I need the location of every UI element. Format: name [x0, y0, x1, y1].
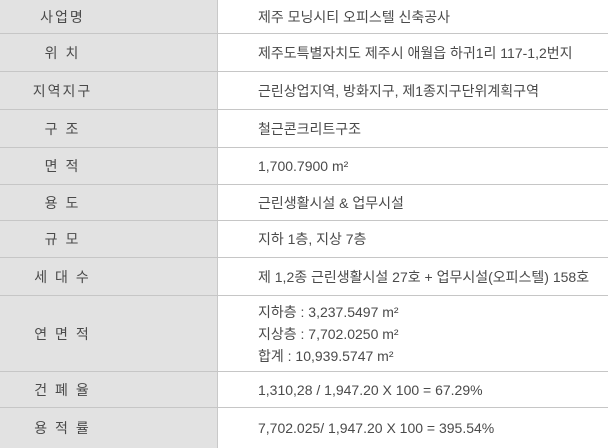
table-row-structure: 구 조 철근콘크리트구조 — [0, 110, 608, 148]
row-value: 제 1,2종 근린생활시설 27호 + 업무시설(오피스텔) 158호 — [218, 258, 608, 295]
gross-area-basement: 지하층 : 3,237.5497 m² — [258, 303, 399, 320]
row-label: 건 폐 율 — [0, 372, 218, 407]
row-label: 구 조 — [0, 110, 218, 147]
row-value: 1,310,28 / 1,947.20 X 100 = 67.29% — [218, 372, 608, 407]
row-value: 근린상업지역, 방화지구, 제1종지구단위계획구역 — [218, 72, 608, 109]
gross-area-total: 합계 : 10,939.5747 m² — [258, 347, 394, 364]
row-label: 지역지구 — [0, 72, 218, 109]
table-row-units: 세 대 수 제 1,2종 근린생활시설 27호 + 업무시설(오피스텔) 158… — [0, 258, 608, 296]
row-label: 연 면 적 — [0, 296, 218, 371]
row-label: 면 적 — [0, 148, 218, 184]
row-value: 제주 모닝시티 오피스텔 신축공사 — [218, 0, 608, 33]
row-value: 7,702.025/ 1,947.20 X 100 = 395.54% — [218, 408, 608, 448]
table-row-use: 용 도 근린생활시설 & 업무시설 — [0, 185, 608, 221]
row-value: 지하 1층, 지상 7층 — [218, 221, 608, 257]
row-label: 용 적 률 — [0, 408, 218, 448]
row-value: 지하층 : 3,237.5497 m² 지상층 : 7,702.0250 m² … — [218, 296, 608, 371]
table-row-building-coverage: 건 폐 율 1,310,28 / 1,947.20 X 100 = 67.29% — [0, 372, 608, 408]
row-value: 철근콘크리트구조 — [218, 110, 608, 147]
table-row-site-area: 면 적 1,700.7900 m² — [0, 148, 608, 185]
row-value: 제주도특별자치도 제주시 애월읍 하귀1리 117-1,2번지 — [218, 34, 608, 71]
row-value: 근린생활시설 & 업무시설 — [218, 185, 608, 220]
row-label: 용 도 — [0, 185, 218, 220]
row-label: 위 치 — [0, 34, 218, 71]
table-row-project-name: 사업명 제주 모닝시티 오피스텔 신축공사 — [0, 0, 608, 34]
table-row-location: 위 치 제주도특별자치도 제주시 애월읍 하귀1리 117-1,2번지 — [0, 34, 608, 72]
row-label: 사업명 — [0, 0, 218, 33]
table-row-scale: 규 모 지하 1층, 지상 7층 — [0, 221, 608, 258]
table-row-floor-area-ratio: 용 적 률 7,702.025/ 1,947.20 X 100 = 395.54… — [0, 408, 608, 448]
table-row-gross-floor-area: 연 면 적 지하층 : 3,237.5497 m² 지상층 : 7,702.02… — [0, 296, 608, 372]
table-row-zoning: 지역지구 근린상업지역, 방화지구, 제1종지구단위계획구역 — [0, 72, 608, 110]
row-label: 규 모 — [0, 221, 218, 257]
gross-area-above-ground: 지상층 : 7,702.0250 m² — [258, 325, 399, 342]
row-value: 1,700.7900 m² — [218, 148, 608, 184]
row-label: 세 대 수 — [0, 258, 218, 295]
